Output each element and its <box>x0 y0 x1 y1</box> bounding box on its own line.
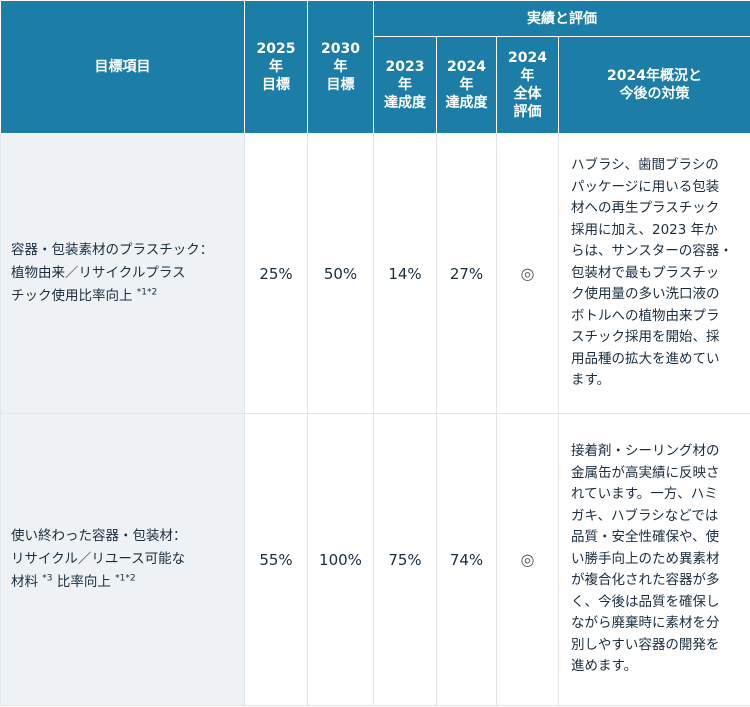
footnote-ref: *1*2 <box>115 573 136 584</box>
achievement-2024-cell: 27% <box>436 133 497 414</box>
table-row: 容器・包装素材のプラスチック： 植物由来／リサイクルプラス チック使用比率向上 … <box>0 133 750 414</box>
header-results-group: 実績と評価 <box>373 0 750 37</box>
footnote-ref: *1*2 <box>136 287 158 298</box>
evaluation-mark: ◎ <box>496 133 559 414</box>
achievement-2023-cell: 14% <box>373 133 437 414</box>
target-item-cell: 使い終わった容器・包装材： リサイクル／リユース可能な 材料 *3 比率向上 *… <box>0 413 245 706</box>
table-row: 使い終わった容器・包装材： リサイクル／リユース可能な 材料 *3 比率向上 *… <box>0 413 750 706</box>
achievement-2024-cell: 74% <box>436 413 497 706</box>
target-2030-cell: 100% <box>307 413 374 706</box>
header-achievement-2024: 2024 年 達成度 <box>436 36 497 134</box>
footnote-ref: *3 <box>42 573 53 584</box>
evaluation-mark: ◎ <box>496 413 559 706</box>
header-outlook: 2024年概況と 今後の対策 <box>558 36 750 134</box>
target-2030-cell: 50% <box>307 133 374 414</box>
outlook-cell: 接着剤・シーリング材の 金属缶が高実績に反映さ れています。一方、ハミ ガキ、ハ… <box>558 413 750 706</box>
header-evaluation-2024: 2024 年 全体 評価 <box>496 36 559 134</box>
target-item-cell: 容器・包装素材のプラスチック： 植物由来／リサイクルプラス チック使用比率向上 … <box>0 133 245 414</box>
outlook-cell: ハブラシ、歯間ブラシの パッケージに用いる包装 材への再生プラスチック 採用に加… <box>558 133 750 414</box>
header-achievement-2023: 2023 年 達成度 <box>373 36 437 134</box>
header-target-2030: 2030 年 目標 <box>307 0 374 134</box>
achievement-2023-cell: 75% <box>373 413 437 706</box>
target-2025-cell: 55% <box>244 413 308 706</box>
header-target-2025: 2025 年 目標 <box>244 0 308 134</box>
header-item: 目標項目 <box>0 0 245 134</box>
target-2025-cell: 25% <box>244 133 308 414</box>
